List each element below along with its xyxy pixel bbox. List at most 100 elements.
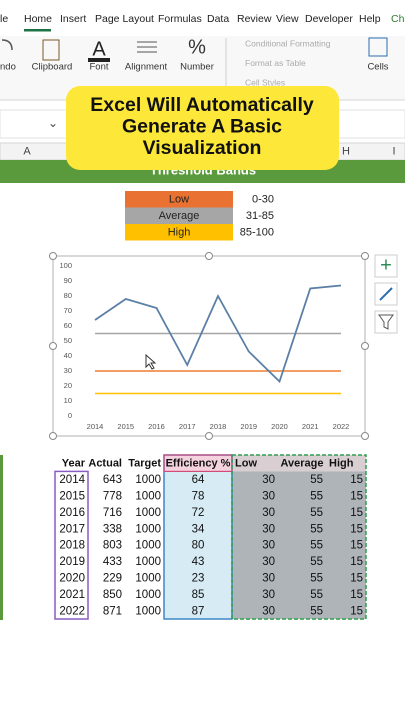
undo-icon[interactable] (1, 39, 13, 51)
x-tick-label: 2020 (271, 422, 288, 431)
caption-text: Generate A Basic (122, 116, 282, 138)
plus-icon: + (380, 254, 392, 276)
cell-text: 30 (262, 605, 275, 617)
y-tick-label: 80 (64, 291, 72, 300)
ribbon-group-label: Clipboard (32, 62, 73, 73)
cells-icon[interactable] (368, 37, 388, 57)
header-cell (125, 455, 164, 472)
cell-text: 30 (262, 474, 275, 486)
y-tick-label: 0 (68, 411, 72, 420)
x-tick-label: 2021 (302, 422, 319, 431)
band-columns-border (231, 454, 367, 620)
efficiency-fill (164, 471, 232, 619)
band-label: Low (169, 193, 189, 205)
caption-text: Excel Will Automatically (90, 94, 314, 116)
y-tick-label: 60 (64, 321, 72, 330)
ribbon-tab[interactable]: Home (24, 13, 52, 25)
cell-text: 2022 (59, 605, 85, 617)
caption-text: Visualization (143, 137, 262, 159)
band-swatch (125, 207, 233, 224)
efficiency-header-border (163, 454, 233, 472)
cell-text: 15 (350, 556, 363, 568)
cell-text: 1000 (135, 540, 161, 552)
cell-text: 55 (310, 507, 323, 519)
chart-elements-button[interactable] (374, 254, 398, 278)
y-tick-label: 70 (64, 306, 72, 315)
ribbon-tab[interactable]: Data (207, 13, 229, 25)
ribbon-tab[interactable]: Formulas (158, 13, 202, 25)
ribbon-tab[interactable]: Cha (391, 13, 405, 25)
ribbon-tab[interactable]: le (0, 13, 8, 25)
ribbon-tab[interactable]: Help (359, 13, 381, 25)
cell-text: 2014 (59, 474, 85, 486)
cell-text: 2021 (59, 589, 85, 601)
name-box-arrow[interactable]: ⌄ (48, 116, 58, 130)
cell-text: 643 (103, 474, 122, 486)
chart-frame[interactable] (52, 255, 366, 437)
ribbon-tab[interactable]: Page Layout (95, 13, 154, 25)
column-header: A (23, 145, 31, 157)
chart-filter-button[interactable] (374, 310, 398, 334)
header-text: Target (128, 458, 161, 470)
header-text: Year (62, 458, 86, 470)
cell-text: 15 (350, 605, 363, 617)
cell-text: 2015 (59, 491, 85, 503)
band-range: 85-100 (240, 226, 274, 238)
ribbon-tab[interactable]: View (276, 13, 299, 25)
cell-text: 55 (310, 474, 323, 486)
cell-text: 778 (103, 491, 122, 503)
brush-icon (379, 287, 393, 301)
ribbon-group-label: ndo (0, 62, 16, 73)
y-tick-label: 50 (64, 336, 72, 345)
band-label: Average (159, 210, 200, 222)
cell-text: 78 (192, 491, 205, 503)
cell-text: 30 (262, 540, 275, 552)
filter-icon (378, 314, 394, 330)
cell-text: 30 (262, 573, 275, 585)
font-color-bar (88, 58, 110, 62)
cell-text: 15 (350, 491, 363, 503)
header-cell (55, 455, 88, 472)
chart-handles (49, 252, 369, 440)
row-selection-strip (0, 455, 3, 620)
cell-text: 1000 (135, 573, 161, 585)
band-range: 0-30 (252, 193, 274, 205)
ribbon-style-item[interactable]: Cell Styles (245, 77, 285, 87)
cell-text: 2020 (59, 573, 85, 585)
number-icon[interactable]: % (188, 36, 206, 58)
header-text: Actual (88, 458, 122, 470)
ribbon-tab[interactable]: Developer (305, 13, 353, 25)
cell-text: 1000 (135, 507, 161, 519)
header-cell (278, 455, 326, 472)
alignment-icon[interactable] (137, 41, 157, 53)
cell-text: 34 (192, 523, 205, 535)
cell-text: 30 (262, 556, 275, 568)
cell-text: 871 (103, 605, 122, 617)
y-tick-label: 30 (64, 366, 72, 375)
active-tab-underline (24, 29, 51, 32)
column-header: H (342, 145, 350, 157)
ribbon-group-label: Alignment (125, 62, 168, 73)
y-tick-label: 40 (64, 351, 72, 360)
cell-text: 15 (350, 573, 363, 585)
band-label: High (168, 226, 191, 238)
cell-text: 23 (192, 573, 205, 585)
ribbon-style-item[interactable]: Format as Table (245, 58, 306, 68)
ribbon-style-item[interactable]: Conditional Formatting (245, 38, 331, 48)
cell-text: 1000 (135, 589, 161, 601)
chart-buttons: + (374, 254, 398, 334)
y-tick-label: 90 (64, 276, 72, 285)
cell-text: 30 (262, 507, 275, 519)
cell-text: 1000 (135, 523, 161, 535)
cell-text: 15 (350, 474, 363, 486)
x-tick-label: 2016 (148, 422, 165, 431)
font-icon[interactable]: A (92, 38, 106, 60)
ribbon-tab[interactable]: Insert (60, 13, 86, 25)
x-tick-label: 2014 (87, 422, 104, 431)
clipboard-icon[interactable] (42, 39, 60, 61)
cell-text: 85 (192, 589, 205, 601)
cell-text: 15 (350, 507, 363, 519)
cell-text: 1000 (135, 474, 161, 486)
ribbon-tab[interactable]: Review (237, 13, 272, 25)
